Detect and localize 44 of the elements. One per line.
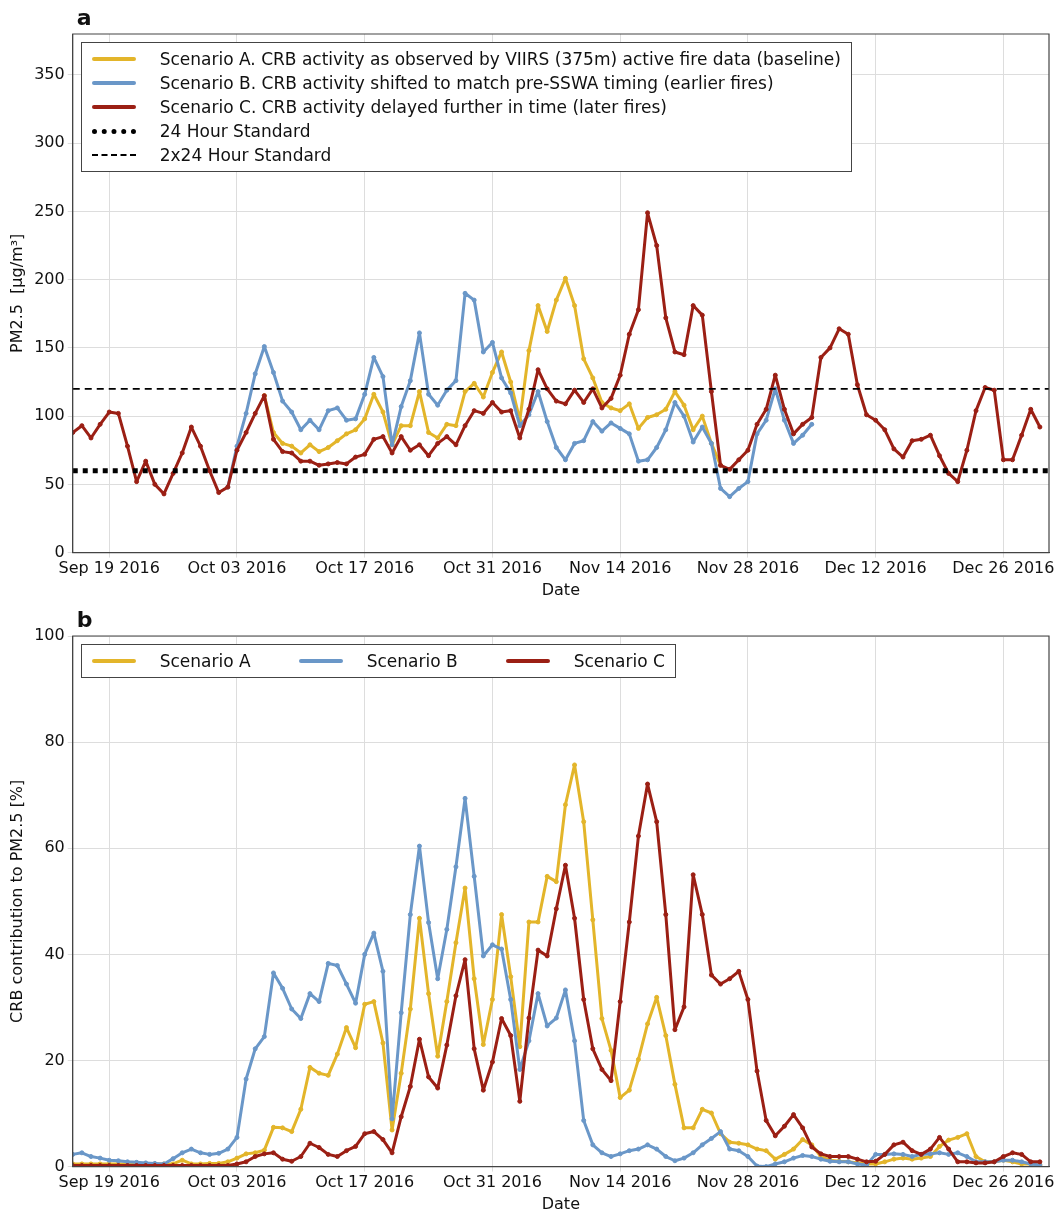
x-tick-label: Dec 12 2016 [824, 558, 927, 578]
legend-label: Scenario C. CRB activity delayed further in time (later fires) [159, 96, 667, 119]
chart-title: b [76, 606, 93, 632]
y-tick-label: 200 [34, 268, 65, 288]
x-tick-label: Sep 19 2016 [58, 1172, 160, 1192]
y-axis-title: PM2.5 [μg/m³] [6, 233, 26, 353]
x-tick-label: Oct 31 2016 [442, 1172, 542, 1192]
chart-title: a [76, 4, 92, 30]
x-tick-label: Dec 12 2016 [824, 1172, 927, 1192]
y-tick-label: 80 [44, 731, 65, 751]
x-tick-label: Nov 28 2016 [696, 558, 800, 578]
y-tick-label: 0 [54, 1155, 65, 1175]
y-tick-label: 0 [54, 541, 65, 561]
x-tick-label: Oct 03 2016 [187, 558, 287, 578]
x-tick-label: Oct 17 2016 [315, 558, 415, 578]
legend-label: Scenario C [573, 650, 665, 673]
x-axis-title: Date [541, 1193, 580, 1213]
legend-label: Scenario B [366, 650, 458, 673]
x-tick-label: Oct 03 2016 [187, 1172, 287, 1192]
x-tick-label: Dec 26 2016 [952, 558, 1055, 578]
legend-label: Scenario A. CRB activity as observed by VIIRS (375m) active fire data (baseline) [159, 48, 841, 71]
x-tick-label: Dec 26 2016 [952, 1172, 1055, 1192]
y-tick-label: 20 [44, 1049, 65, 1069]
legend-label: 24 Hour Standard [159, 120, 311, 143]
legend-label: Scenario B. CRB activity shifted to match pre-SSWA timing (earlier fires) [159, 72, 774, 95]
x-axis-title: Date [541, 579, 580, 599]
x-tick-label: Nov 14 2016 [568, 1172, 672, 1192]
y-tick-label: 250 [34, 200, 65, 220]
y-tick-label: 40 [44, 943, 65, 963]
y-tick-label: 150 [34, 337, 65, 357]
legend-label: 2x24 Hour Standard [159, 144, 332, 167]
legend-label: Scenario A [159, 650, 251, 673]
x-tick-label: Oct 17 2016 [315, 1172, 415, 1192]
y-tick-label: 100 [34, 625, 65, 645]
x-tick-label: Nov 28 2016 [696, 1172, 800, 1192]
y-axis-title: CRB contribution to PM2.5 [%] [6, 779, 26, 1023]
y-tick-label: 300 [34, 132, 65, 152]
y-tick-label: 50 [44, 473, 65, 493]
y-tick-label: 350 [34, 64, 65, 84]
y-tick-label: 100 [34, 405, 65, 425]
x-tick-label: Oct 31 2016 [442, 558, 542, 578]
y-tick-label: 60 [44, 837, 65, 857]
x-tick-label: Nov 14 2016 [568, 558, 672, 578]
x-tick-label: Sep 19 2016 [58, 558, 160, 578]
